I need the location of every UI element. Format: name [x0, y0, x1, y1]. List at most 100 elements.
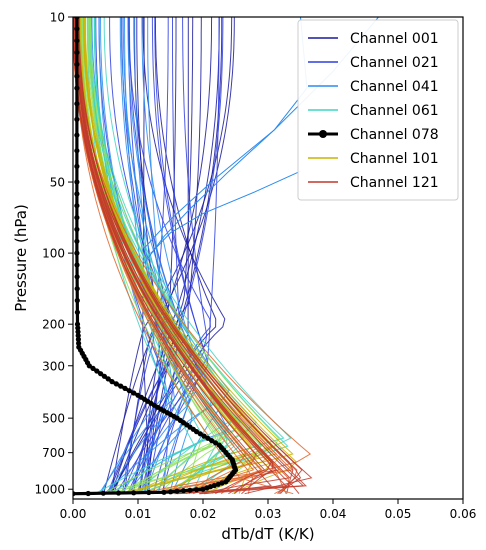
- channel-curve: [78, 17, 308, 495]
- channel-078-marker: [74, 116, 80, 122]
- legend-label: Channel 101: [350, 151, 439, 167]
- channel-078-marker: [193, 429, 200, 435]
- channel-078-marker: [75, 329, 81, 335]
- x-tick-label: 0.02: [190, 507, 217, 521]
- channel-078-marker: [98, 371, 104, 377]
- channel-078-marker: [74, 179, 80, 185]
- y-tick-label: 300: [42, 359, 65, 373]
- legend-marker: [319, 130, 327, 138]
- channel-curve: [152, 17, 208, 494]
- channel-078-marker: [74, 132, 80, 138]
- x-axis-ticks: 0.00 0.01 0.02 0.03 0.04 0.05 0.06: [60, 499, 477, 521]
- channel-078-marker: [90, 365, 96, 371]
- channel-078-marker: [74, 148, 80, 154]
- channel-curve: [110, 17, 230, 495]
- channel-078-marker: [101, 373, 107, 379]
- channel-078-marker: [197, 431, 203, 437]
- channel-curve: [126, 17, 212, 495]
- channel-078-marker: [74, 262, 80, 268]
- channel-078-marker: [75, 325, 81, 331]
- channel-078-marker: [74, 73, 80, 79]
- x-axis-label: dTb/dT (K/K): [221, 525, 314, 543]
- channel-078-marker: [76, 340, 82, 346]
- x-tick-label: 0.01: [125, 507, 152, 521]
- y-axis-label: Pressure (hPa): [12, 204, 30, 312]
- channel-078-marker: [118, 383, 124, 389]
- channel-curve: [98, 17, 176, 494]
- channel-078-marker: [193, 487, 200, 493]
- channel-078-marker: [205, 435, 211, 441]
- channel-078-marker: [74, 101, 80, 107]
- legend-label: Channel 041: [350, 79, 439, 95]
- legend-box: [297, 19, 459, 201]
- channel-078-marker: [74, 17, 80, 20]
- channel-078-marker: [161, 489, 167, 495]
- x-tick-label: 0.05: [385, 507, 412, 521]
- channel-curve: [89, 17, 279, 495]
- channel-078-marker: [74, 61, 80, 67]
- channel-curve: [144, 17, 308, 264]
- channel-curve: [113, 17, 189, 494]
- legend: Channel 001 Channel 021 Channel 041 Channel…: [297, 19, 459, 201]
- channel-curve: [121, 17, 169, 494]
- channel-078-marker: [105, 376, 111, 382]
- x-tick-label: 0.03: [255, 507, 282, 521]
- y-tick-label: 700: [42, 446, 65, 460]
- channel-078-marker: [115, 490, 122, 496]
- y-tick-label: 50: [50, 176, 65, 190]
- channel-078-marker: [131, 490, 137, 496]
- channel-078-marker: [146, 489, 152, 496]
- channel-078-marker: [74, 38, 80, 44]
- legend-label: Channel 061: [350, 103, 439, 119]
- channel-curve: [146, 17, 177, 494]
- y-tick-label: 100: [42, 247, 65, 261]
- channel-078-marker: [74, 203, 80, 209]
- channel-078-marker: [180, 488, 187, 494]
- channel-curve: [111, 17, 202, 494]
- channel-078-marker: [94, 368, 100, 374]
- y-tick-label: 200: [42, 318, 65, 332]
- channel-078-marker: [167, 489, 174, 495]
- channel-078-marker: [74, 49, 80, 56]
- channel-078-marker: [74, 321, 81, 327]
- legend-label: Channel 021: [350, 55, 439, 71]
- channel-078-marker: [74, 26, 80, 32]
- channel-078-marker: [75, 333, 81, 339]
- x-tick-label: 0.06: [450, 507, 477, 521]
- channel-curve: [110, 17, 217, 494]
- y-tick-label: 10: [50, 11, 65, 25]
- channel-curve: [130, 17, 224, 494]
- channel-078-marker: [74, 163, 80, 169]
- channel-curve: [77, 17, 303, 495]
- channel-078-marker: [131, 390, 137, 396]
- channel-078-marker: [122, 385, 128, 391]
- channel-078-marker: [209, 438, 215, 444]
- channel-078-marker: [113, 381, 119, 387]
- y-axis-ticks: 10 50 100 200 300 500 700 1000: [34, 11, 73, 497]
- x-tick-label: 0.04: [320, 507, 347, 521]
- y-tick-label: 1000: [34, 483, 65, 497]
- channel-078-marker: [212, 440, 219, 446]
- channel-078-marker: [74, 286, 80, 292]
- channel-078-marker: [85, 490, 91, 497]
- y-tick-label: 500: [42, 412, 65, 426]
- channel-078-marker: [86, 363, 92, 369]
- channel-078-marker: [74, 274, 80, 280]
- legend-label: Channel 001: [350, 31, 439, 47]
- channel-078-marker: [73, 491, 76, 497]
- channel-078-marker: [74, 250, 80, 256]
- x-tick-label: 0.00: [60, 507, 87, 521]
- channel-curve: [150, 170, 301, 254]
- legend-label: Channel 121: [350, 175, 439, 191]
- channel-078-marker: [74, 297, 80, 304]
- channel-078-marker: [74, 85, 80, 91]
- channel-078-marker: [109, 379, 115, 385]
- channel-curve: [75, 17, 305, 495]
- channel-078-marker: [75, 336, 81, 342]
- channel-078-marker: [174, 488, 180, 494]
- channel-078-marker: [74, 238, 80, 244]
- channel-078-marker: [74, 309, 80, 315]
- legend-label: Channel 078: [350, 127, 439, 143]
- channel-078-marker: [200, 486, 206, 492]
